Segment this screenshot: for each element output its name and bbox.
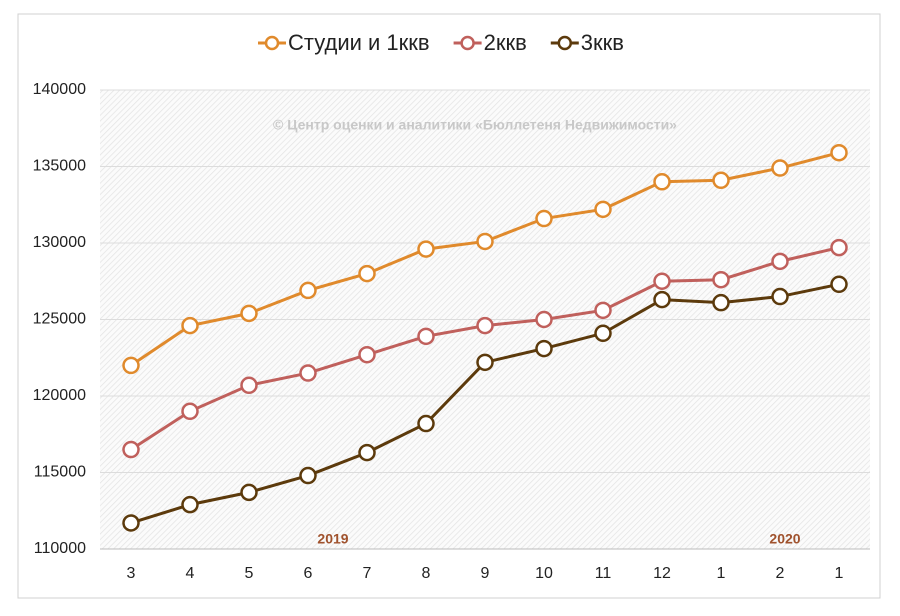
point — [240, 304, 258, 323]
y-tick-label: 130000 — [33, 234, 86, 251]
legend-marker — [460, 35, 475, 51]
point — [535, 339, 553, 358]
point — [712, 293, 730, 312]
x-tick-label: 2 — [776, 565, 785, 582]
legend-marker — [557, 35, 573, 51]
x-tick-label: 7 — [363, 565, 372, 582]
y-tick-label: 135000 — [33, 158, 86, 175]
point — [594, 301, 612, 320]
point — [653, 272, 671, 290]
point — [535, 209, 553, 228]
point — [181, 402, 199, 421]
point — [299, 466, 317, 485]
point — [417, 327, 435, 346]
year-label: 2019 — [317, 531, 348, 547]
point — [299, 364, 317, 382]
x-tick-label: 6 — [304, 565, 313, 582]
point — [181, 316, 199, 335]
point — [594, 200, 612, 219]
year-label: 2020 — [769, 531, 800, 547]
point — [830, 275, 848, 294]
point — [830, 238, 848, 257]
y-tick-label: 115000 — [34, 464, 86, 481]
point — [712, 270, 730, 289]
point — [771, 287, 789, 306]
point — [476, 353, 494, 372]
x-tick-label: 10 — [535, 565, 553, 582]
point — [653, 173, 671, 191]
legend-label: 3ккв — [581, 30, 624, 55]
point — [476, 232, 494, 251]
legend-label: 2ккв — [484, 30, 527, 55]
point — [240, 483, 258, 502]
point — [830, 143, 848, 162]
y-tick-label: 110000 — [34, 540, 86, 557]
legend-marker — [264, 35, 280, 51]
point — [771, 159, 789, 177]
point — [653, 290, 671, 309]
watermark: © Центр оценки и аналитики «Бюллетеня Не… — [273, 117, 677, 133]
point — [240, 376, 258, 395]
point — [417, 240, 435, 258]
y-tick-label: 120000 — [33, 387, 86, 404]
x-tick-label: 8 — [422, 565, 431, 582]
point — [771, 252, 789, 271]
point — [358, 443, 376, 462]
x-tick-label: 4 — [186, 565, 195, 582]
y-tick-label: 125000 — [33, 311, 86, 328]
x-tick-label: 11 — [595, 565, 612, 582]
point — [417, 414, 435, 433]
x-tick-label: 1 — [835, 565, 844, 582]
point — [122, 356, 140, 375]
x-tick-label: 9 — [481, 565, 490, 582]
point — [122, 514, 140, 532]
grid — [100, 89, 870, 550]
point — [712, 171, 730, 190]
y-tick-label: 140000 — [33, 81, 86, 98]
x-tick-label: 12 — [653, 565, 671, 582]
point — [358, 345, 376, 364]
legend-label: Студии и 1ккв — [288, 30, 430, 55]
point — [535, 310, 553, 329]
point — [358, 264, 376, 283]
point — [594, 324, 612, 343]
point — [299, 281, 317, 300]
x-tick-label: 1 — [717, 565, 726, 582]
point — [181, 495, 199, 514]
point — [122, 440, 140, 459]
x-tick-label: 3 — [127, 565, 136, 582]
x-tick-label: 5 — [245, 565, 254, 582]
point — [476, 316, 494, 335]
